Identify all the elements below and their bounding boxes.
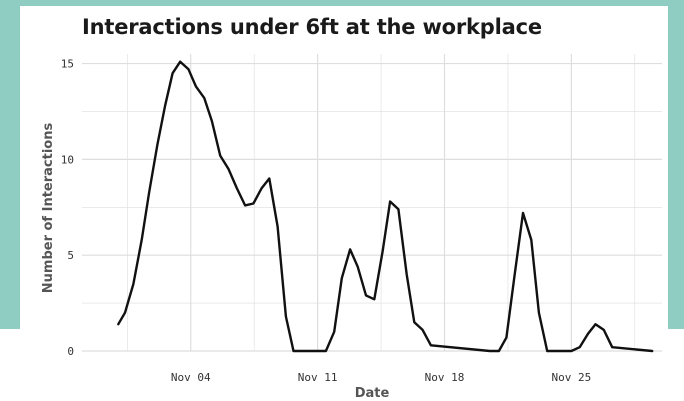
y-tick-label: 5 bbox=[67, 249, 74, 262]
y-axis-title: Number of Interactions bbox=[41, 123, 56, 294]
x-tick-label: Nov 18 bbox=[425, 371, 465, 384]
y-tick-label: 15 bbox=[61, 58, 74, 71]
gridlines bbox=[82, 54, 662, 352]
y-tick-label: 0 bbox=[67, 345, 74, 358]
tick-labels: Nov 04 Nov 11 Nov 18 Nov 25 0 5 10 15 bbox=[61, 58, 592, 384]
x-tick-label: Nov 04 bbox=[171, 371, 211, 384]
y-tick-label: 10 bbox=[61, 153, 74, 166]
interactions-series-line bbox=[117, 60, 654, 353]
x-tick-label: Nov 25 bbox=[552, 371, 592, 384]
x-axis-title: Date bbox=[355, 386, 390, 401]
chart-title: Interactions under 6ft at the workplace bbox=[82, 15, 542, 39]
chart-card bbox=[20, 6, 668, 401]
x-tick-label: Nov 11 bbox=[298, 371, 338, 384]
